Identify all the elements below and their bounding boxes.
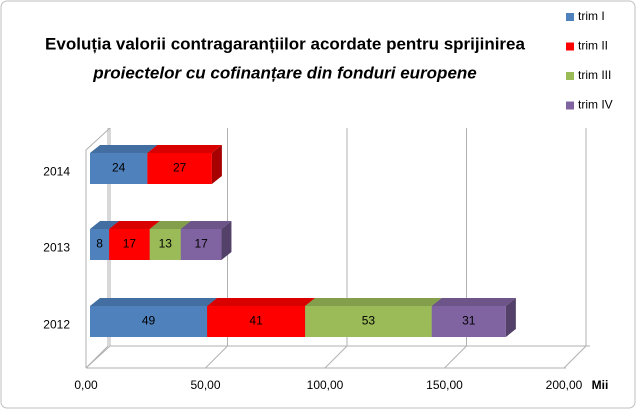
data-label: 41 <box>249 314 263 328</box>
grid-floor-line <box>563 345 587 369</box>
grid-floor-line <box>444 345 467 369</box>
bar-top <box>90 221 120 229</box>
data-label: 27 <box>173 161 187 175</box>
data-label: 13 <box>159 237 173 251</box>
data-label: 8 <box>96 237 103 251</box>
y-tick-label: 2013 <box>43 241 70 255</box>
legend-label: trim III <box>578 68 611 82</box>
chart-subtitle: proiectelor cu cofinanțare din fonduri e… <box>92 63 477 82</box>
grid-floor-line <box>205 345 228 369</box>
x-tick-label: 50,00 <box>190 378 220 392</box>
bar-top <box>149 221 191 229</box>
bar-front <box>180 229 222 260</box>
y-tick-label: 2012 <box>43 318 70 332</box>
data-label: 17 <box>194 237 208 251</box>
legend-label: trim II <box>578 39 608 53</box>
x-tick-label: 150,00 <box>426 378 463 392</box>
legend-label: trim IV <box>578 98 613 112</box>
bar-front <box>431 306 506 337</box>
bar-side <box>505 298 516 337</box>
bar-front <box>90 229 110 260</box>
bar-side <box>221 221 232 260</box>
bar-top <box>147 145 222 153</box>
data-label: 17 <box>123 237 137 251</box>
legend-swatch <box>566 42 574 51</box>
legend-swatch <box>566 72 574 80</box>
data-label: 49 <box>142 314 156 328</box>
data-label: 24 <box>112 161 126 175</box>
bar-front <box>109 229 150 260</box>
x-tick-label: 100,00 <box>307 378 344 392</box>
legend-swatch <box>566 13 574 21</box>
bar-top <box>90 145 158 153</box>
bar-front <box>147 153 212 184</box>
data-label: 53 <box>362 314 376 328</box>
bar-top <box>90 298 218 306</box>
y-tick-label: 2014 <box>43 165 70 179</box>
chart-title: Evoluția valorii contragaranțiilor acord… <box>45 34 525 53</box>
bar-front <box>90 153 148 184</box>
grid-floor-line <box>324 345 348 369</box>
bar-front <box>149 229 181 260</box>
x-axis-unit: Mii <box>592 378 609 392</box>
legend-swatch <box>566 101 574 110</box>
data-label: 31 <box>462 314 476 328</box>
x-tick-label: 200,00 <box>546 378 583 392</box>
x-tick-label: 0,00 <box>74 378 98 392</box>
bar-top <box>180 221 232 229</box>
legend-label: trim I <box>578 9 605 23</box>
left-wall-top <box>85 127 111 151</box>
bar-front <box>305 306 432 337</box>
bar-top <box>305 298 442 306</box>
bar-top <box>207 298 316 306</box>
bar-top <box>431 298 516 306</box>
grid-floor-line <box>85 345 109 369</box>
bar-front <box>207 306 306 337</box>
bar-side <box>211 145 222 184</box>
bar-top <box>109 221 160 229</box>
bar-front <box>90 306 208 337</box>
